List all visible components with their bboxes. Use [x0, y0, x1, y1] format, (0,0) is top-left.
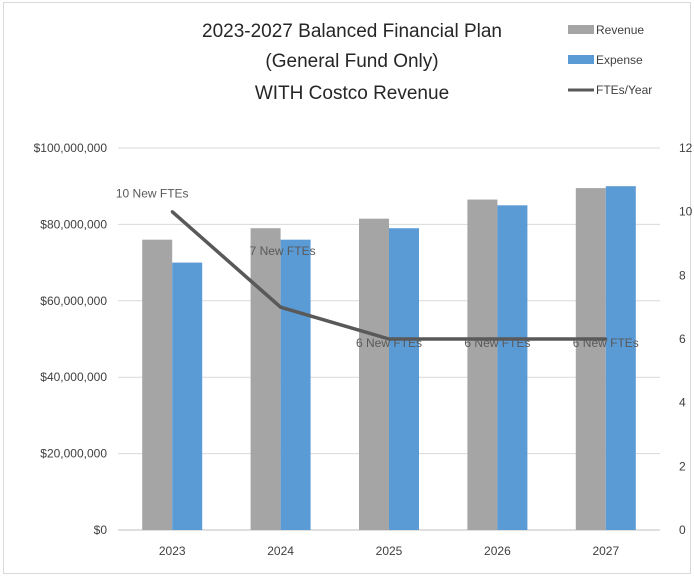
- bar-revenue: [359, 218, 389, 531]
- chart-title-line-2: (General Fund Only): [265, 51, 438, 72]
- left-axis: $0 $20,000,000 $40,000,000 $60,000,000 $80,0…: [34, 141, 108, 537]
- fte-point: [495, 337, 499, 341]
- x-tick-label: 2023: [159, 544, 186, 558]
- fte-point: [279, 305, 283, 309]
- fte-point: [387, 337, 391, 341]
- bar-expense: [497, 205, 528, 531]
- legend-swatch-revenue: [568, 25, 594, 34]
- legend-swatch-expense: [568, 55, 594, 64]
- bar-expense: [172, 262, 203, 530]
- right-tick-label: 10: [679, 205, 693, 219]
- left-tick-label: $40,000,000: [40, 370, 107, 384]
- right-axis: 0 2 4 6 8 10 12: [679, 141, 693, 537]
- x-tick-label: 2025: [376, 544, 403, 558]
- left-tick-label: $60,000,000: [40, 294, 107, 308]
- bars: [142, 186, 636, 531]
- left-tick-label: $80,000,000: [40, 217, 107, 231]
- fte-data-label: 10 New FTEs: [116, 187, 189, 201]
- fte-data-label: 6 New FTEs: [573, 336, 639, 350]
- bar-revenue: [467, 199, 498, 530]
- fte-data-label: 6 New FTEs: [464, 336, 530, 350]
- bar-expense: [280, 239, 311, 530]
- x-axis: 2023 2024 2025 2026 2027: [159, 544, 620, 558]
- bar-revenue: [142, 239, 173, 530]
- chart-title-line-3: WITH Costco Revenue: [255, 83, 449, 104]
- x-tick-label: 2027: [592, 544, 619, 558]
- bar-expense: [605, 186, 636, 530]
- left-tick-label: $100,000,000: [34, 141, 108, 155]
- x-tick-label: 2024: [267, 544, 294, 558]
- right-tick-label: 0: [679, 523, 686, 537]
- x-tick-label: 2026: [484, 544, 511, 558]
- fte-point: [170, 210, 174, 214]
- legend-label: Expense: [596, 53, 643, 67]
- right-tick-label: 12: [679, 141, 693, 155]
- legend: Revenue Expense FTEs/Year: [568, 23, 652, 97]
- chart-title: 2023-2027 Balanced Financial Plan (Gener…: [202, 21, 502, 104]
- fte-line: 10 New FTEs 7 New FTEs 6 New FTEs 6 New FTE…: [116, 187, 639, 350]
- fte-data-label: 7 New FTEs: [250, 244, 316, 258]
- legend-label: Revenue: [596, 23, 644, 37]
- left-tick-label: $0: [94, 523, 108, 537]
- fte-point: [604, 337, 608, 341]
- chart-title-line-1: 2023-2027 Balanced Financial Plan: [202, 21, 502, 42]
- bar-expense: [389, 228, 419, 530]
- right-tick-label: 8: [679, 268, 686, 282]
- bar-revenue: [250, 228, 281, 530]
- right-tick-label: 4: [679, 396, 686, 410]
- bar-revenue: [575, 188, 606, 531]
- left-tick-label: $20,000,000: [40, 447, 107, 461]
- fte-data-label: 6 New FTEs: [356, 336, 422, 350]
- right-tick-label: 2: [679, 459, 686, 473]
- legend-label: FTEs/Year: [596, 83, 652, 97]
- right-tick-label: 6: [679, 332, 686, 346]
